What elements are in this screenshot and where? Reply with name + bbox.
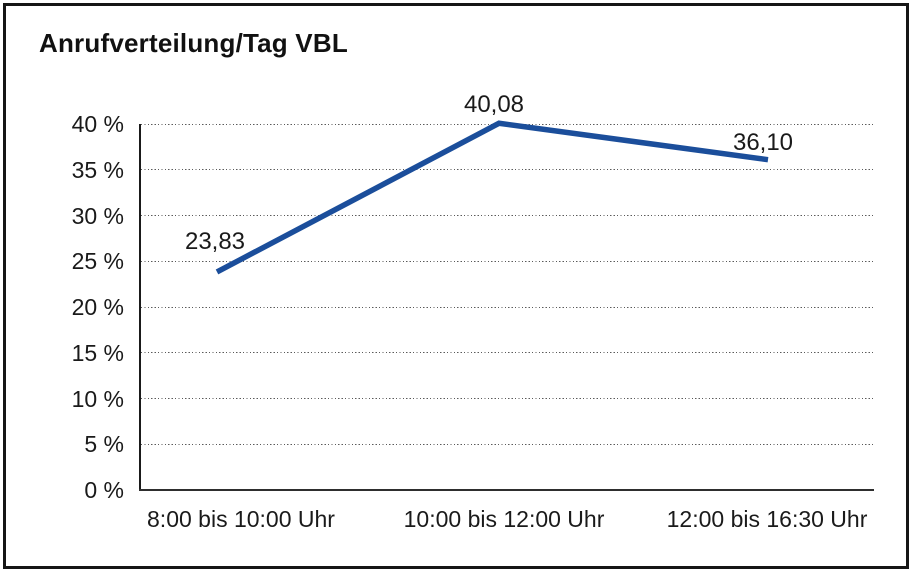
x-tick-label-3: 12:00 bis 16:30 Uhr	[666, 506, 868, 532]
x-axis-line	[139, 489, 874, 491]
gridline-10pct	[141, 398, 873, 399]
y-tick-label-40pct: 40 %	[71, 111, 124, 137]
y-tick-label-35pct: 35 %	[71, 156, 124, 183]
data-label-point-3: 36,10	[732, 128, 794, 156]
y-tick-label-10pct: 10 %	[71, 385, 124, 412]
gridline-30pct	[141, 215, 873, 216]
gridline-15pct	[141, 352, 873, 354]
gridline-20pct	[141, 306, 873, 308]
y-axis-line	[139, 124, 141, 491]
y-tick-label-30pct: 30 %	[71, 202, 124, 229]
y-tick-label-20pct: 20 %	[71, 294, 124, 320]
data-label-point-2: 40,08	[463, 91, 525, 119]
y-tick-label-25pct: 25 %	[71, 248, 124, 275]
y-tick-label-0pct: 0 %	[84, 477, 124, 503]
y-tick-label-15pct: 15 %	[71, 339, 124, 366]
data-label-point-1: 23,83	[184, 227, 246, 255]
chart-title: Anrufverteilung/Tag VBL	[39, 28, 348, 58]
series-line	[215, 120, 769, 275]
gridline-25pct	[141, 260, 873, 262]
gridline-35pct	[141, 169, 873, 171]
x-tick-label-1: 8:00 bis 10:00 Uhr	[147, 506, 335, 532]
x-tick-label-2: 10:00 bis 12:00 Uhr	[403, 506, 605, 532]
y-tick-label-5pct: 5 %	[84, 431, 124, 458]
gridline-5pct	[141, 443, 873, 445]
